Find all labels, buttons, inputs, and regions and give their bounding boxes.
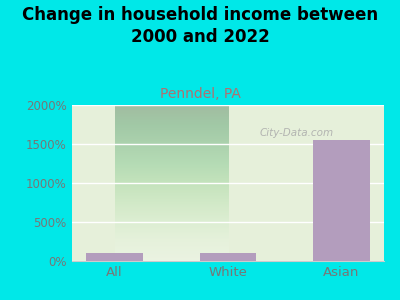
- Text: City-Data.com: City-Data.com: [260, 128, 334, 138]
- Bar: [200, 253, 256, 261]
- Text: Change in household income between
2000 and 2022: Change in household income between 2000 …: [22, 6, 378, 46]
- Text: Penndel, PA: Penndel, PA: [160, 87, 240, 101]
- Bar: [86, 253, 143, 261]
- Bar: [313, 140, 370, 261]
